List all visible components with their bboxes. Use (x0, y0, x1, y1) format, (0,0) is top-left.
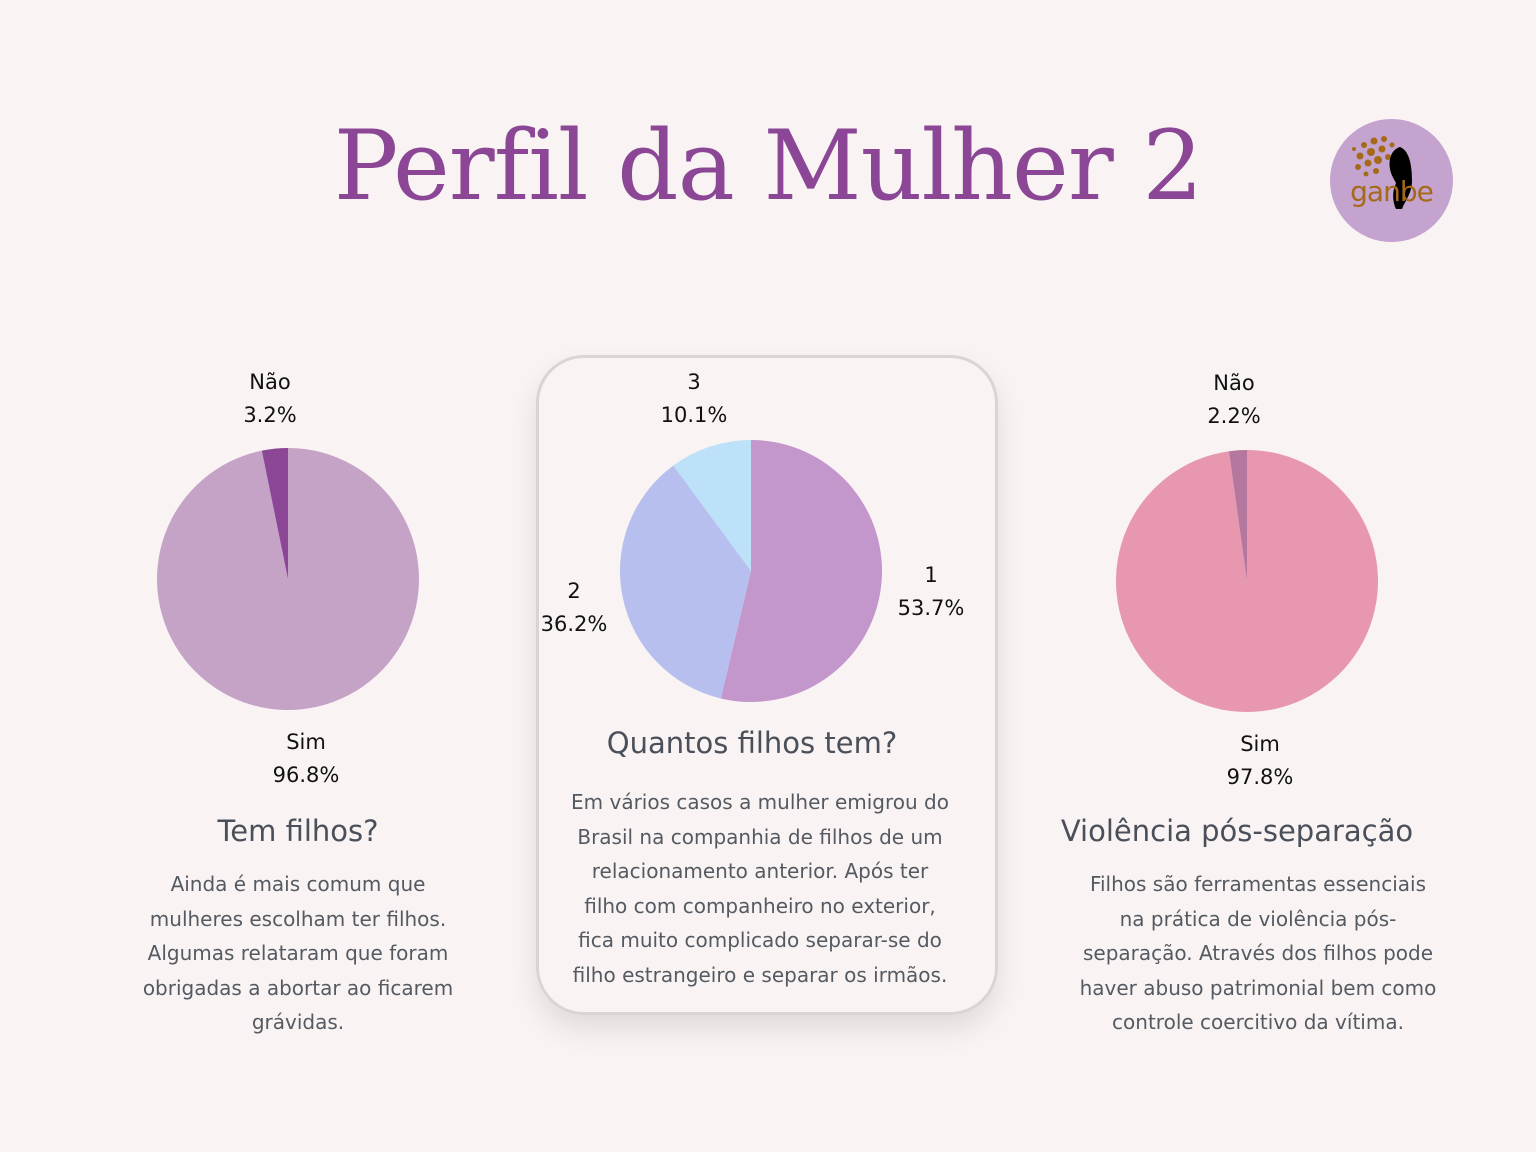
description-line: separação. Através dos filhos pode (1082, 941, 1434, 966)
pie-slice-sim (156, 448, 419, 710)
slice-label-3: 3 10.1% (660, 370, 728, 427)
slice-label-sim: Sim 96.8% (272, 730, 340, 787)
chart-title-tem-filhos: Tem filhos? (217, 814, 379, 848)
page-title: Perfil da Mulher 2 (333, 110, 1204, 222)
slice-label-nao: Não 2.2% (1207, 371, 1261, 428)
pie-slice-2 (620, 465, 751, 699)
description-tem-filhos: Ainda é mais comum que mulheres escolham … (98, 867, 498, 1040)
logo-text: ganbe (1350, 175, 1434, 208)
logo-dots-icon (1352, 136, 1395, 177)
description-line: obrigadas a abortar ao ficarem (142, 975, 454, 1000)
slice-label-nao: Não 3.2% (243, 370, 297, 427)
description-line: Em vários casos a mulher emigrou do (571, 790, 949, 814)
description-line: mulheres escolham ter filhos. (149, 906, 447, 931)
description-line: filho estrangeiro e separar os irmãos. (572, 962, 948, 987)
description-line: filho com companheiro no exterior, (584, 893, 936, 918)
description-line: relacionamento anterior. Após ter (591, 859, 929, 884)
description-line: Filhos são ferramentas essenciais (1089, 872, 1427, 896)
chart-title-violencia: Violência pós-separação (1060, 814, 1414, 848)
pie-chart-quantos-filhos (620, 440, 882, 702)
pie-slice-1 (720, 440, 882, 702)
slice-label-1: 1 53.7% (897, 563, 965, 620)
slice-label-2: 2 36.2% (540, 579, 608, 636)
description-violencia: Filhos são ferramentas essenciais na prát… (1048, 867, 1468, 1040)
pie-slice-no (261, 448, 288, 579)
description-line: fica muito complicado separar-se do (578, 928, 942, 953)
description-line: Algumas relataram que foram (147, 941, 449, 966)
pie-chart-tem-filhos (156, 448, 419, 710)
description-line: controle coercitivo da vítima. (1112, 1010, 1404, 1035)
description-line: Ainda é mais comum que (170, 872, 426, 896)
description-line: grávidas. (251, 1010, 345, 1035)
description-line: na prática de violência pós- (1119, 906, 1397, 931)
ganbe-logo: ganbe (1330, 119, 1453, 242)
pie-slice-3 (673, 440, 751, 571)
chart-title-quantos-filhos: Quantos filhos tem? (606, 726, 898, 760)
description-line: haver abuso patrimonial bem como (1079, 975, 1437, 1000)
logo-graphic (1352, 136, 1412, 209)
pie-chart-violencia (1116, 450, 1378, 712)
description-quantos-filhos: Em vários casos a mulher emigrou do Brasi… (540, 785, 980, 993)
description-line: Brasil na companhia de filhos de um (577, 824, 943, 849)
woman-silhouette-icon (1389, 147, 1412, 209)
pie-slice-no (1228, 450, 1247, 581)
slice-label-sim: Sim 97.8% (1226, 732, 1294, 789)
